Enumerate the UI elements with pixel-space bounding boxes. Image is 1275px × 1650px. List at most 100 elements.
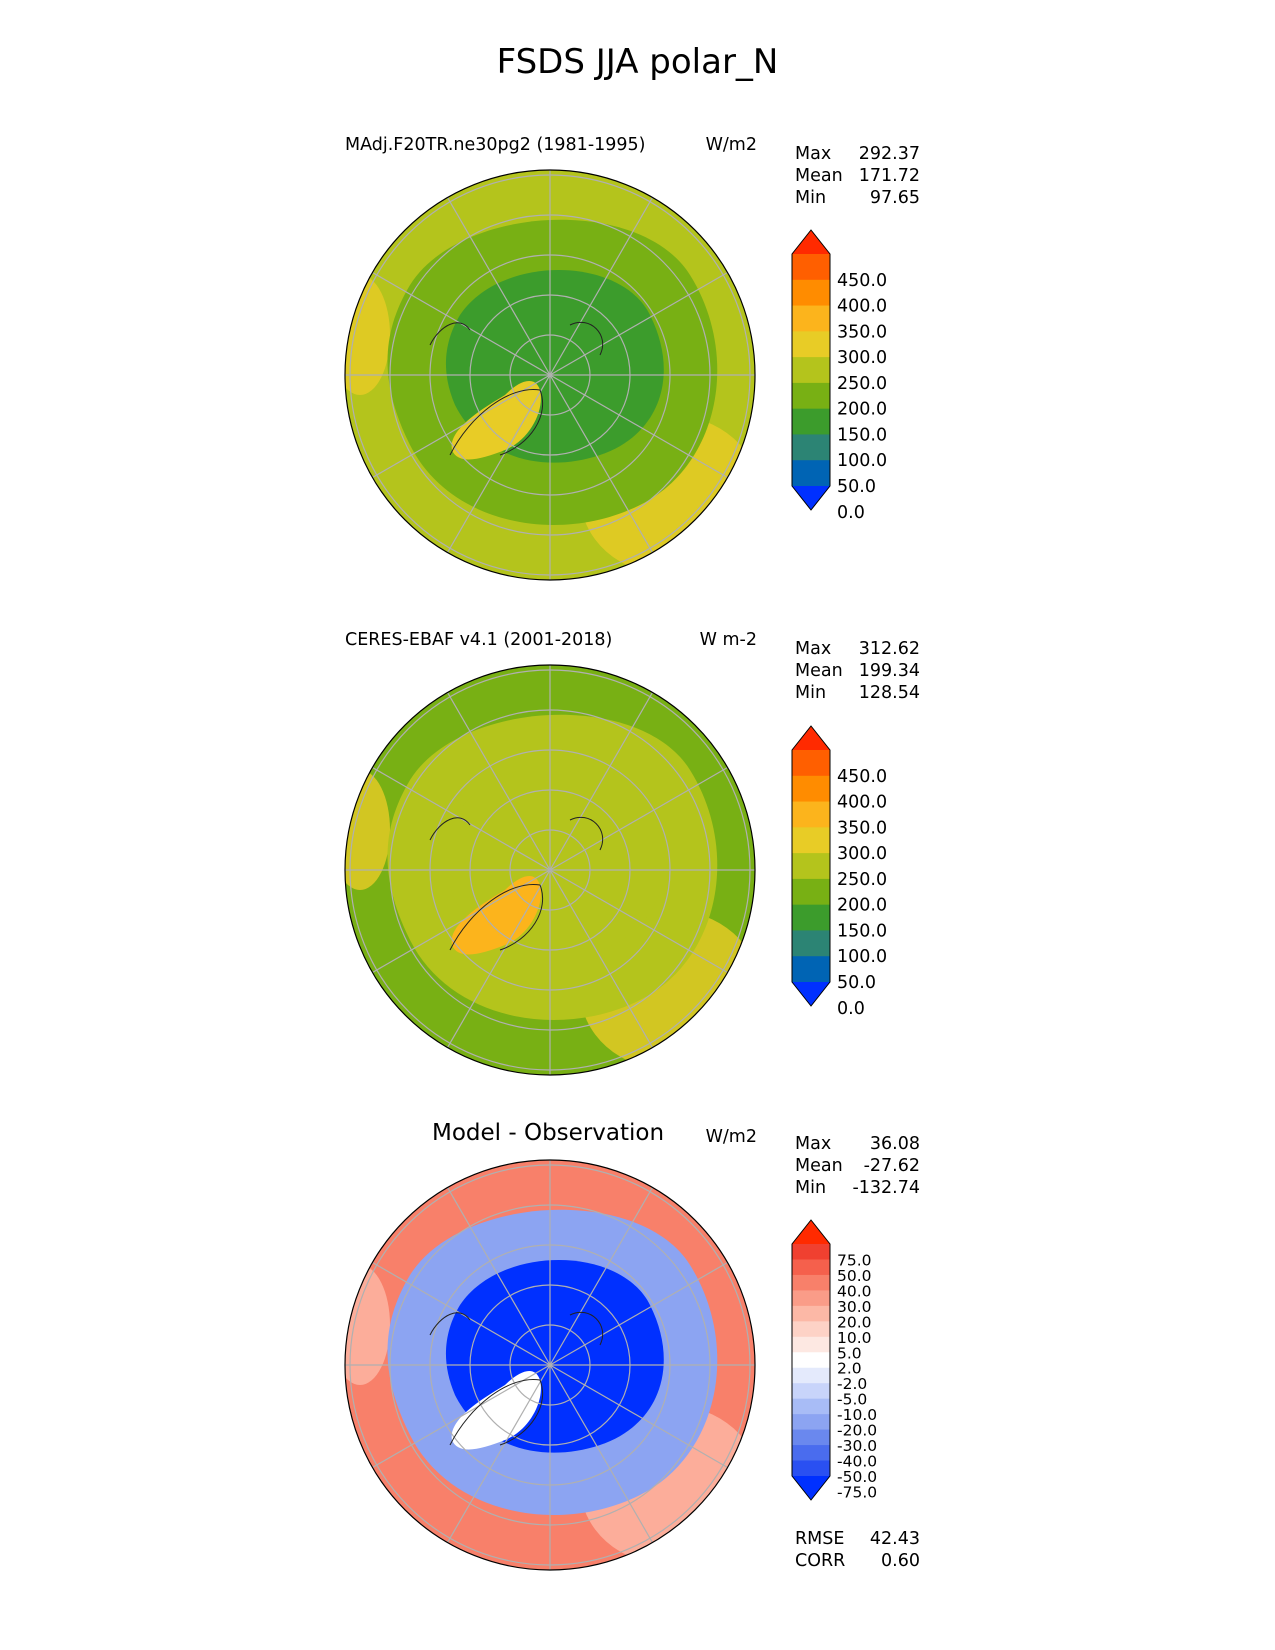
colorbar-segment [792, 1321, 830, 1338]
colorbar-tick-label: 20.0 [837, 1313, 872, 1331]
colorbar-outline [791, 229, 831, 511]
polar-map [344, 169, 756, 581]
colorbar-tick-label: 150.0 [837, 425, 887, 445]
meridian-line [549, 766, 728, 871]
colorbar-tick-label: -2.0 [837, 1375, 867, 1393]
colorbar-extend-max [792, 1220, 830, 1244]
panel-title: CERES-EBAF v4.1 (2001-2018) [345, 630, 613, 650]
colorbar-segment [792, 279, 830, 307]
colorbar-segment [792, 1274, 830, 1291]
colorbar-segment [792, 1367, 830, 1384]
colorbar-tick-label: 450.0 [837, 271, 887, 291]
colorbar-extend-min [792, 982, 830, 1006]
field-edge-region [345, 770, 390, 890]
colorbar-tick-label: 300.0 [837, 348, 887, 368]
colorbar-tick-label: 50.0 [837, 973, 876, 993]
meridian-line [372, 766, 551, 871]
colorbar-extend-max [792, 726, 830, 750]
colorbar-segment [792, 827, 830, 854]
graticule [345, 170, 755, 580]
mean-label: Mean [795, 166, 843, 186]
meridian-line [446, 1187, 551, 1366]
min-value: 97.65 [869, 188, 920, 208]
meridian-line [372, 869, 551, 974]
meridian-line [372, 271, 551, 376]
colorbar-segment [792, 254, 830, 281]
map-field [345, 665, 755, 1075]
stats-box: Max 312.62 Mean 199.34 Min 128.54 [795, 638, 920, 704]
stats-box: Max 36.08 Mean -27.62 Min -132.74 [795, 1133, 920, 1199]
max-value: 312.62 [858, 639, 920, 659]
colorbar-tick-label: -5.0 [837, 1391, 867, 1409]
colorbar-segment [792, 930, 830, 957]
colorbar-tick-label: -20.0 [837, 1422, 877, 1440]
colorbar-tick-label: 2.0 [837, 1360, 862, 1378]
colorbar-tick-label: 250.0 [837, 374, 887, 394]
colorbar-tick-label: -30.0 [837, 1437, 877, 1455]
meridian-line [549, 869, 654, 1048]
polar-map [344, 1159, 756, 1571]
mean-label: Mean [795, 661, 843, 681]
colorbar-segment [792, 408, 830, 435]
meridian-line [549, 374, 654, 553]
colorbar-tick-label: 50.0 [837, 1267, 872, 1285]
colorbar-tick-label: 100.0 [837, 451, 887, 471]
map-boundary [344, 169, 756, 581]
meridian-line [446, 692, 551, 871]
max-value: 292.37 [858, 144, 920, 164]
colorbar-tick-label: 0.0 [837, 503, 865, 520]
meridian-line [549, 197, 654, 376]
colorbar-segment [792, 801, 830, 828]
colorbar-tick-label: 30.0 [837, 1298, 872, 1316]
colorbar-tick-label: 150.0 [837, 921, 887, 941]
colorbar-segment [792, 305, 830, 332]
colorbar-tick-label: 5.0 [837, 1344, 862, 1362]
meridian-line [549, 1261, 728, 1366]
figure-title: FSDS JJA polar_N [496, 42, 779, 82]
colorbar-tick-label: 400.0 [837, 793, 887, 813]
meridian-line [372, 1364, 551, 1469]
colorbar-tick-label: -50.0 [837, 1468, 877, 1486]
stats-box: Max 292.37 Mean 171.72 Min 97.65 [795, 143, 920, 209]
max-value: 36.08 [869, 1134, 920, 1154]
colorbar-tick-label: -75.0 [837, 1483, 877, 1501]
error-stats: RMSE 42.43 CORR 0.60 [795, 1528, 920, 1572]
colorbar-tick-label: 200.0 [837, 400, 887, 420]
mean-value: 171.72 [858, 166, 920, 186]
colorbar-segment [792, 1244, 830, 1260]
colorbar-segment [792, 1445, 830, 1462]
colorbar-segment [792, 1352, 830, 1369]
coastline [429, 1311, 604, 1446]
panel-units: W/m2 [705, 1127, 757, 1147]
polar-map [344, 664, 756, 1076]
colorbar: 450.0 400.0 350.0 300.0 250.0 200.0 150.0 100.0… [791, 725, 887, 1016]
field-edge-region [345, 1265, 390, 1385]
colorbar-segment [792, 1259, 830, 1276]
colorbar-segment [792, 878, 830, 906]
mean-value: 199.34 [858, 661, 920, 681]
min-label: Min [795, 683, 827, 703]
rmse-label: RMSE [795, 1529, 845, 1549]
panel-difference: Model - Observation W/m2 Max 36.08 Mean -2… [0, 0, 1275, 1571]
panel-model: MAdj.F20TR.ne30pg2 (1981-1995) W/m2 Max 2… [0, 0, 1275, 581]
panel-title: MAdj.F20TR.ne30pg2 (1981-1995) [345, 135, 646, 155]
meridian-line [549, 1364, 654, 1543]
mean-value: -27.62 [863, 1156, 920, 1176]
min-label: Min [795, 1178, 827, 1198]
colorbar-tick-label: 350.0 [837, 818, 887, 838]
colorbar-segment [792, 853, 830, 880]
corr-label: CORR [795, 1551, 846, 1571]
colorbar-segment [792, 382, 830, 410]
colorbar-extend-min [792, 486, 830, 510]
max-label: Max [795, 639, 832, 659]
colorbar-segment [792, 1305, 830, 1322]
graticule [345, 665, 755, 1075]
coastline [429, 321, 604, 456]
colorbar-segment [792, 1398, 830, 1415]
colorbar-extend-min [792, 1476, 830, 1500]
min-label: Min [795, 188, 827, 208]
panel-units: W/m2 [705, 135, 757, 155]
colorbar-tick-label: 450.0 [837, 767, 887, 787]
colorbar-segment [792, 1414, 830, 1431]
colorbar-tick-label: 300.0 [837, 844, 887, 864]
